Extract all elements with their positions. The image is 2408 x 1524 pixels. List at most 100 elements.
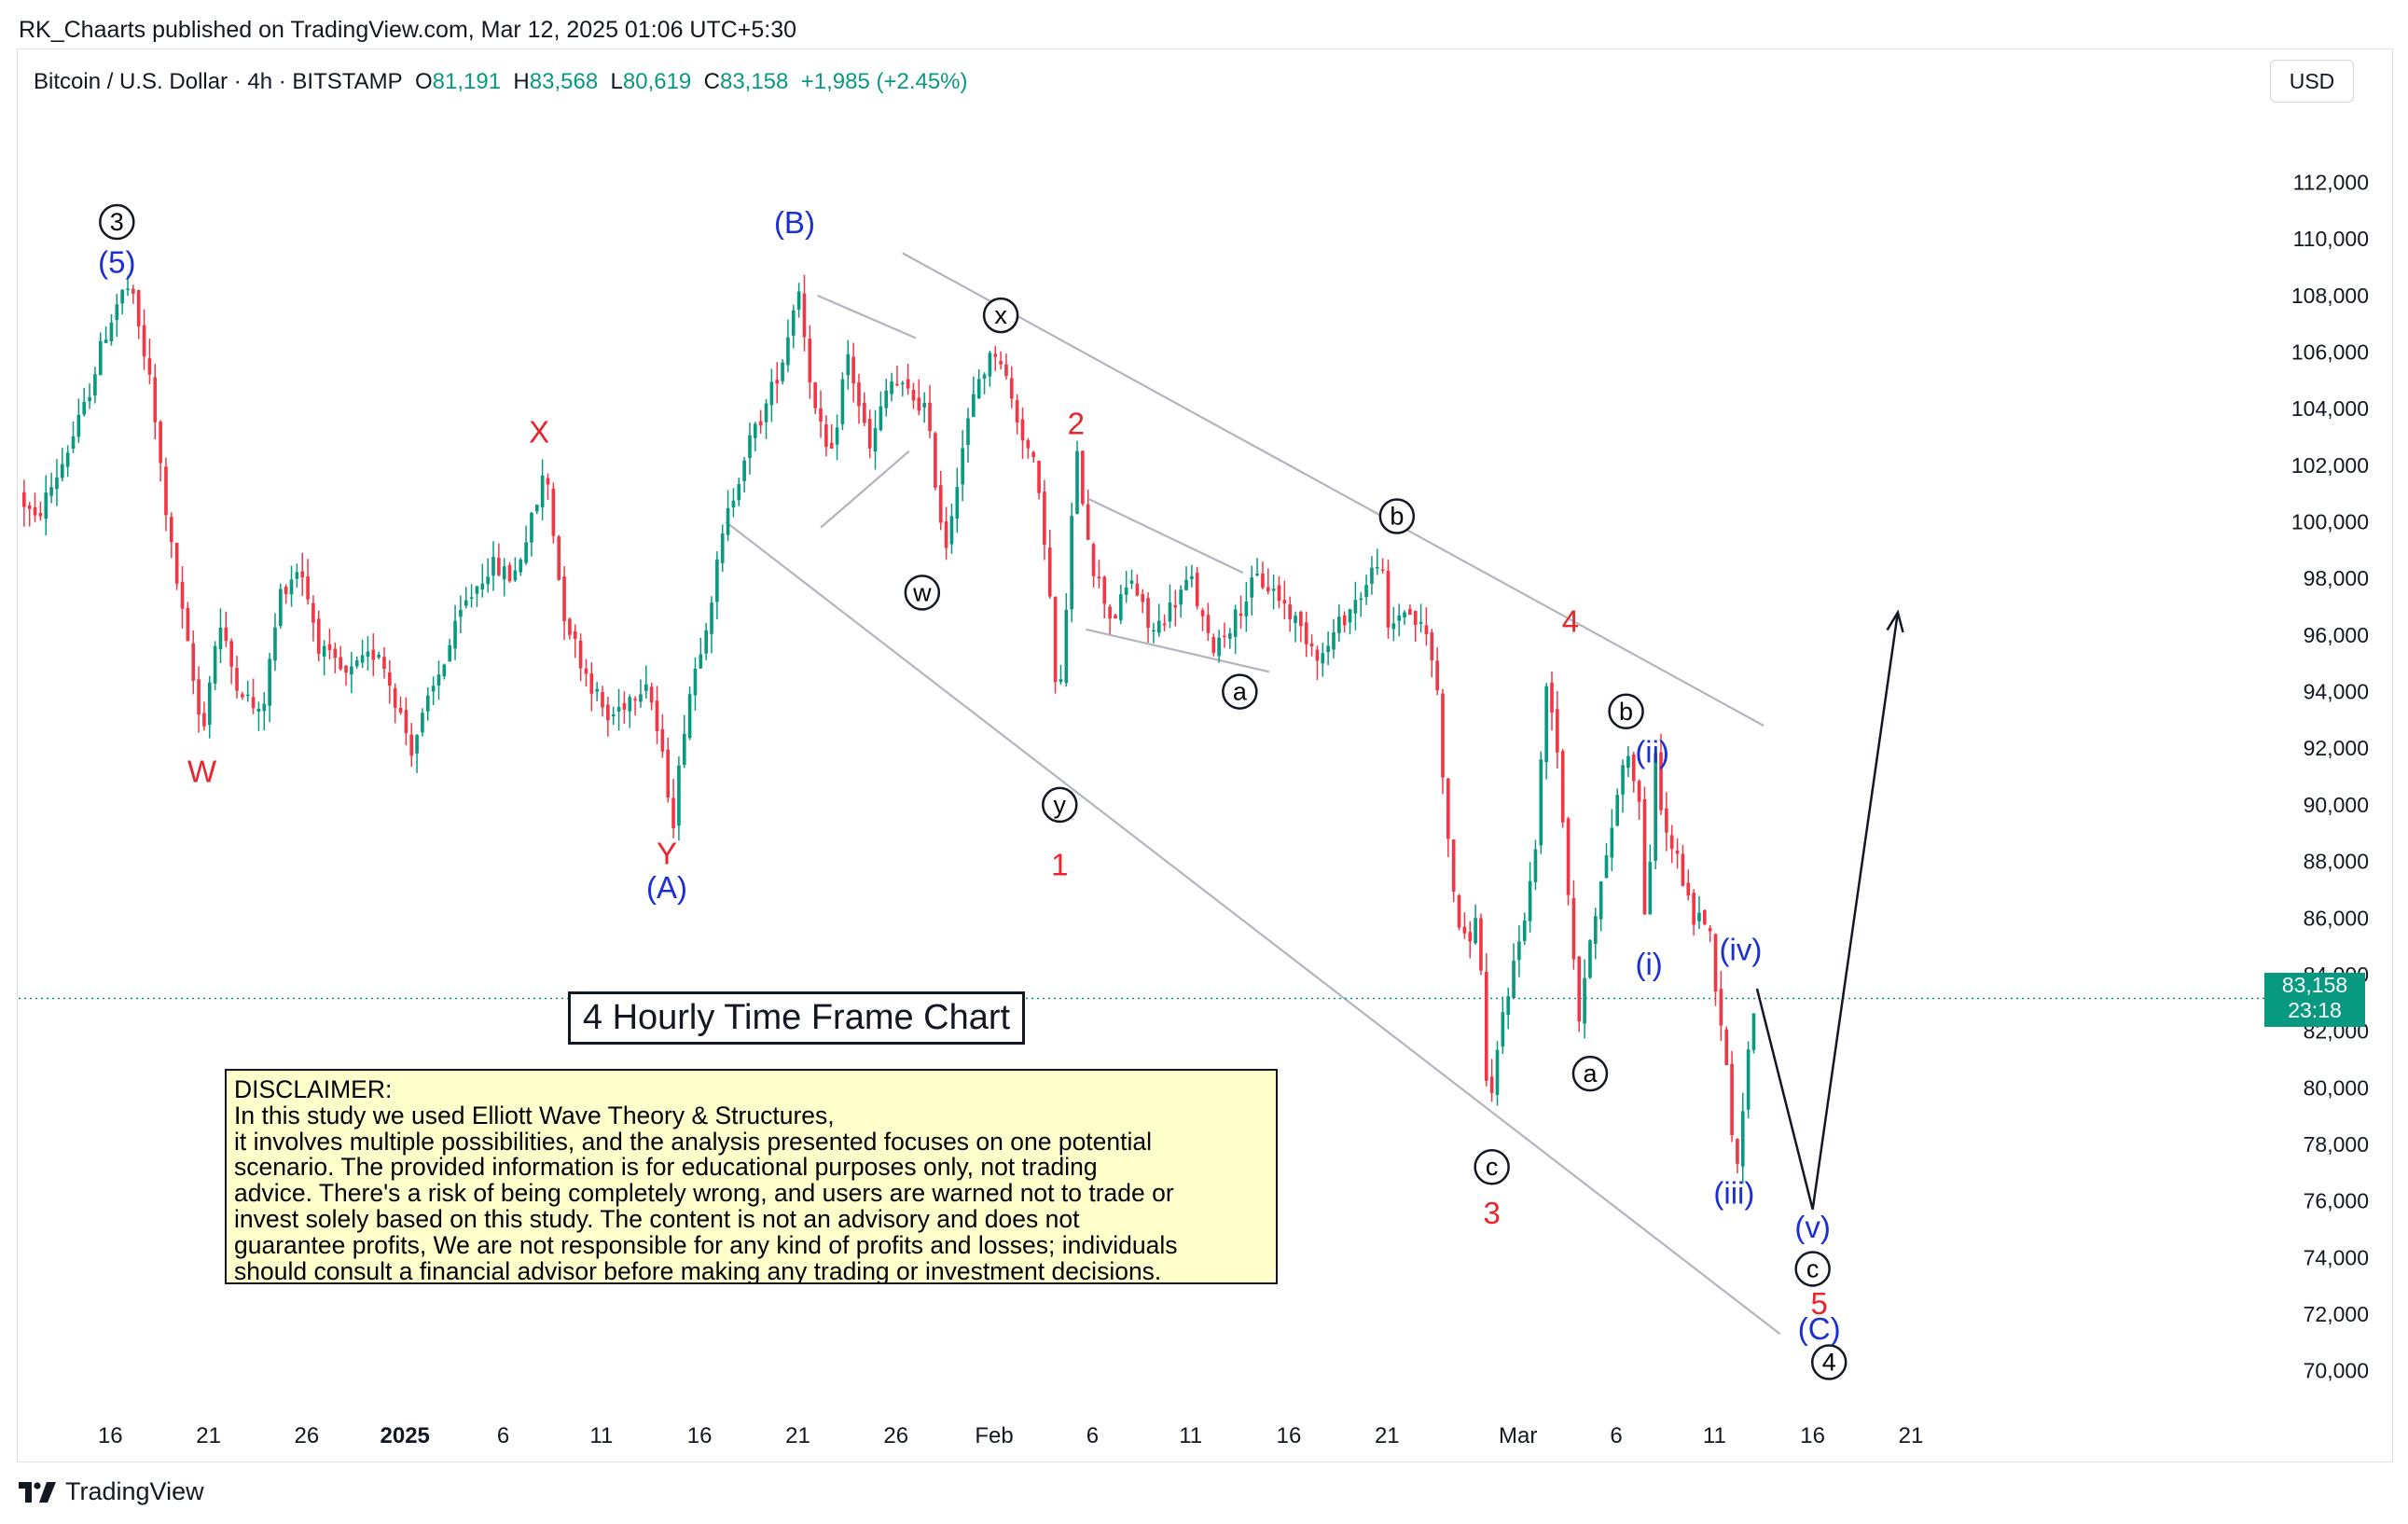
candle-body: [742, 460, 746, 481]
candle-body: [279, 589, 283, 627]
candle-body: [1108, 606, 1112, 619]
candle-body: [873, 427, 878, 452]
wave-label: w: [912, 578, 932, 606]
candle-body: [1593, 916, 1598, 945]
candle-body: [754, 423, 757, 438]
candle-body: [633, 699, 637, 700]
candle-body: [1114, 615, 1117, 618]
candle-body: [1703, 909, 1707, 924]
wave-label: Y: [657, 836, 677, 870]
wave-label-circle: [1222, 673, 1258, 710]
candle-body: [540, 475, 545, 507]
disclaimer-line: guarantee profits, We are not responsibl…: [234, 1230, 1178, 1259]
close-label: C: [703, 69, 720, 94]
candle-body: [1380, 569, 1385, 572]
y-tick-label: 72,000: [2304, 1302, 2369, 1326]
candle-body: [262, 703, 267, 712]
wave-label: 3: [110, 208, 124, 236]
candle-body: [1403, 612, 1406, 618]
candle-body: [737, 484, 741, 501]
wave-label: c: [1486, 1153, 1499, 1181]
wave-label-circle: [1474, 1148, 1510, 1185]
candle-body: [589, 673, 594, 694]
candle-body: [1026, 439, 1031, 449]
candle-body: [1692, 893, 1695, 925]
candle-body: [459, 609, 463, 617]
candle-body: [1353, 600, 1358, 614]
candle-body: [1669, 835, 1674, 850]
candle-body: [1009, 378, 1014, 399]
candle-body: [1059, 679, 1063, 683]
candle-body: [1370, 567, 1374, 584]
candle-body: [1156, 620, 1161, 633]
candle-body: [748, 435, 752, 458]
candle-body: [27, 505, 32, 509]
tradingview-brand[interactable]: TradingView: [19, 1477, 204, 1506]
x-tick-label: 11: [1179, 1423, 1202, 1448]
candle-body: [1152, 630, 1156, 632]
candle-body: [88, 396, 91, 402]
candle-body: [1719, 989, 1723, 1026]
candle-body: [758, 421, 763, 426]
candle-body: [1375, 566, 1379, 569]
candle-body: [322, 645, 326, 657]
candle-body: [1697, 912, 1701, 921]
candle-body: [1086, 504, 1090, 540]
x-tick-label: 11: [589, 1423, 613, 1448]
candle-body: [1294, 616, 1297, 624]
candle-body: [273, 627, 277, 661]
symbol-description[interactable]: Bitcoin / U.S. Dollar · 4h · BITSTAMP: [34, 69, 403, 94]
bar-countdown: 23:18: [2288, 998, 2342, 1022]
y-tick-label: 70,000: [2304, 1359, 2369, 1383]
candle-body: [1598, 881, 1603, 920]
candle-body: [1053, 596, 1058, 683]
candle-body: [333, 648, 338, 658]
candle-body: [1200, 610, 1205, 617]
candle-body: [1070, 516, 1073, 610]
candle-body: [442, 664, 447, 677]
wave-label: 5: [1810, 1286, 1827, 1321]
candle-body: [601, 692, 604, 708]
x-tick-label: Mar: [1499, 1423, 1537, 1448]
low-label: L: [610, 69, 623, 94]
candle-body: [1457, 894, 1461, 928]
candle-body: [1184, 579, 1188, 590]
candle-body: [682, 733, 686, 766]
wave-label-circle: [904, 575, 941, 611]
candle-body: [1724, 1029, 1729, 1065]
candle-body: [1517, 941, 1521, 961]
candle-body: [1560, 751, 1565, 823]
candle-body: [174, 543, 179, 584]
trendline-triangle-top: [1088, 498, 1244, 575]
candle-body: [1146, 598, 1150, 629]
candle-body: [38, 512, 43, 517]
candle-body: [1631, 754, 1636, 782]
x-tick-label: 26: [883, 1423, 908, 1448]
candle-body: [1708, 928, 1712, 932]
wave-label: (v): [1794, 1210, 1830, 1244]
candle-body: [1081, 450, 1085, 505]
wave-label: (i): [1635, 947, 1662, 981]
trendline-triangle-bottom: [1086, 628, 1270, 673]
candle-body: [1228, 633, 1232, 639]
x-tick-label: 21: [196, 1423, 221, 1448]
candle-body: [1446, 778, 1450, 839]
candle-body: [786, 337, 790, 366]
candle-body: [1604, 855, 1609, 879]
candle-body: [268, 658, 271, 706]
candle-body: [1288, 603, 1292, 619]
wave-label-circle: [1378, 498, 1416, 534]
candle-body: [900, 382, 905, 385]
candle-body: [1408, 608, 1412, 616]
candle-body: [76, 414, 81, 437]
disclaimer-line: advice. There's a risk of being complete…: [234, 1179, 1174, 1208]
candle-body: [890, 381, 893, 395]
currency-selector[interactable]: USD: [2270, 60, 2354, 103]
projection-arrowhead: [1886, 609, 1904, 633]
y-tick-label: 98,000: [2304, 566, 2369, 590]
candle-body: [142, 325, 146, 357]
candle-body: [1020, 419, 1025, 441]
candle-body: [584, 668, 588, 674]
candle-body: [1610, 827, 1614, 858]
